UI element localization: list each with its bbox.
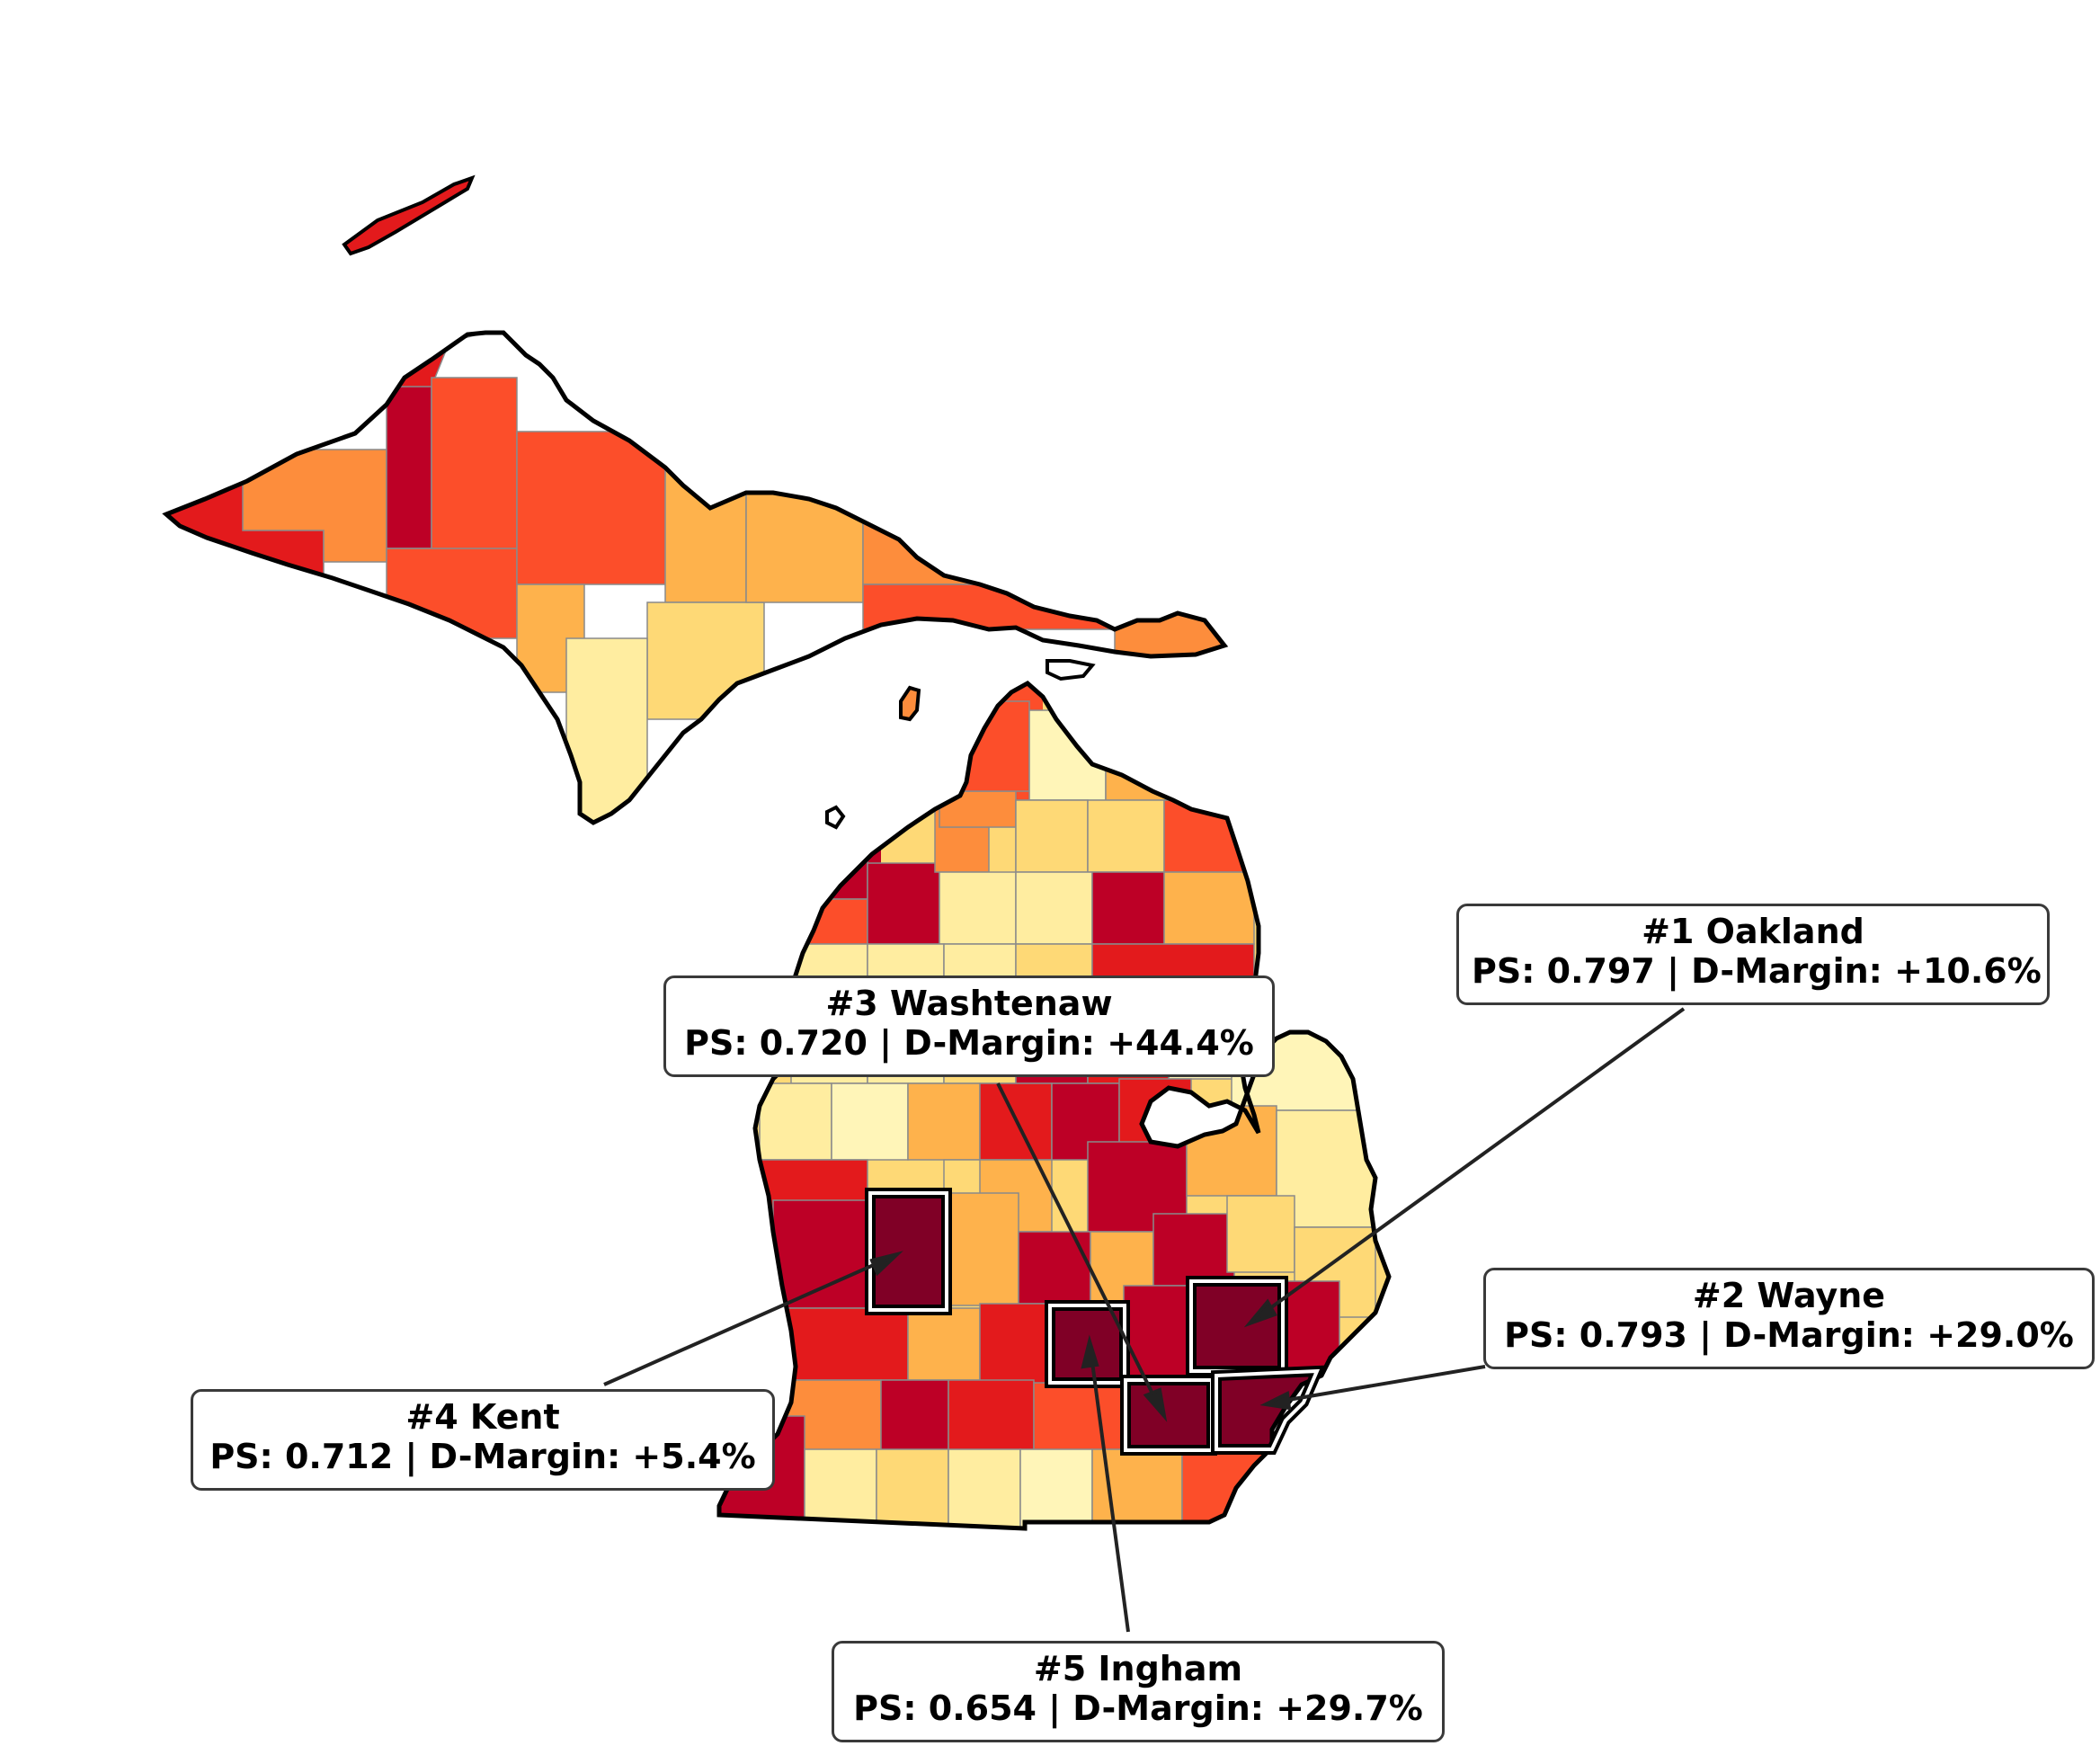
county-branch <box>948 1448 1021 1528</box>
county-charlevoix <box>939 790 1017 828</box>
lower-peninsula-counties <box>719 683 1389 1528</box>
county-bois-blanc <box>1046 659 1096 681</box>
county-newaygo <box>831 1082 909 1161</box>
county-calhoun <box>948 1379 1035 1453</box>
county-grand-traverse <box>867 862 940 945</box>
county-oceana <box>759 1082 832 1161</box>
callout-ingham-stats: PS: 0.654 | D-Margin: +29.7% <box>853 1688 1423 1728</box>
county-missaukee <box>1015 871 1093 945</box>
callout-wayne-rank: #2 Wayne <box>1692 1276 1886 1315</box>
county-ottawa <box>772 1199 873 1309</box>
county-keweenaw <box>386 333 594 388</box>
county-lapeer <box>1226 1195 1295 1273</box>
leader-wayne <box>1271 1365 1486 1404</box>
county-montmorency <box>1087 799 1165 873</box>
leader-washtenaw <box>996 1082 1163 1412</box>
callout-ingham-rank: #5 Ingham <box>1033 1649 1243 1688</box>
county-cass <box>804 1448 877 1528</box>
leader-oakland <box>1252 1007 1686 1322</box>
leader-kent <box>603 1255 893 1386</box>
leader-lines <box>603 1007 1686 1633</box>
county-alcona <box>1163 871 1255 945</box>
county-wexford <box>939 871 1017 945</box>
callout-oakland: #1 Oakland PS: 0.797 | D-Margin: +10.6% <box>1456 904 2050 1005</box>
county-delta <box>646 601 765 720</box>
county-eaton <box>979 1303 1053 1385</box>
county-beaver-island <box>899 685 921 722</box>
county-presque-isle <box>1105 718 1259 801</box>
county-mecosta <box>907 1082 981 1161</box>
county-cheboygan <box>1028 709 1107 801</box>
callout-kent: #4 Kent PS: 0.712 | D-Margin: +5.4% <box>191 1389 775 1491</box>
callout-washtenaw: #3 Washtenaw PS: 0.720 | D-Margin: +44.4… <box>663 975 1275 1077</box>
callout-oakland-rank: #1 Oakland <box>1642 912 1864 951</box>
county-st-joseph <box>876 1448 949 1528</box>
county-benzie <box>790 898 868 945</box>
callout-washtenaw-rank: #3 Washtenaw <box>825 984 1113 1023</box>
county-clinton <box>1018 1231 1091 1305</box>
county-isle-royale <box>342 174 476 256</box>
county-alger <box>664 431 747 603</box>
county-marquette <box>516 431 666 585</box>
county-baraga <box>431 377 518 563</box>
county-livingston <box>1123 1285 1197 1381</box>
callout-kent-rank: #4 Kent <box>405 1397 560 1437</box>
island-north-manitou <box>825 805 846 830</box>
leader-ingham <box>1089 1348 1130 1633</box>
county-kalamazoo <box>880 1379 949 1453</box>
county-luce <box>862 485 972 585</box>
county-barry <box>907 1307 981 1381</box>
callout-kent-stats: PS: 0.712 | D-Margin: +5.4% <box>209 1437 756 1476</box>
county-iron <box>386 548 518 639</box>
highlighted-counties <box>865 1188 1326 1456</box>
county-chippewa-w <box>970 485 1116 585</box>
county-genesee <box>1152 1213 1235 1287</box>
callout-ingham: #5 Ingham PS: 0.654 | D-Margin: +29.7% <box>832 1641 1445 1742</box>
county-allegan <box>781 1307 909 1381</box>
county-ionia <box>946 1192 1019 1306</box>
callout-wayne: #2 Wayne PS: 0.793 | D-Margin: +29.0% <box>1483 1268 2095 1369</box>
county-washtenaw <box>1125 1379 1213 1451</box>
county-kent <box>869 1192 948 1311</box>
callout-washtenaw-stats: PS: 0.720 | D-Margin: +44.4% <box>684 1023 1254 1063</box>
county-oakland <box>1190 1280 1284 1372</box>
callout-wayne-stats: PS: 0.793 | D-Margin: +29.0% <box>1504 1315 2074 1355</box>
county-otsego <box>1015 799 1089 873</box>
county-roscommon <box>1091 871 1165 945</box>
county-schoolcraft <box>745 485 864 603</box>
callout-oakland-stats: PS: 0.797 | D-Margin: +10.6% <box>1472 951 2042 991</box>
county-hillsdale <box>1019 1448 1093 1528</box>
county-tuscola <box>1186 1105 1277 1197</box>
county-jackson <box>1033 1382 1126 1451</box>
county-emmet <box>939 700 1030 792</box>
